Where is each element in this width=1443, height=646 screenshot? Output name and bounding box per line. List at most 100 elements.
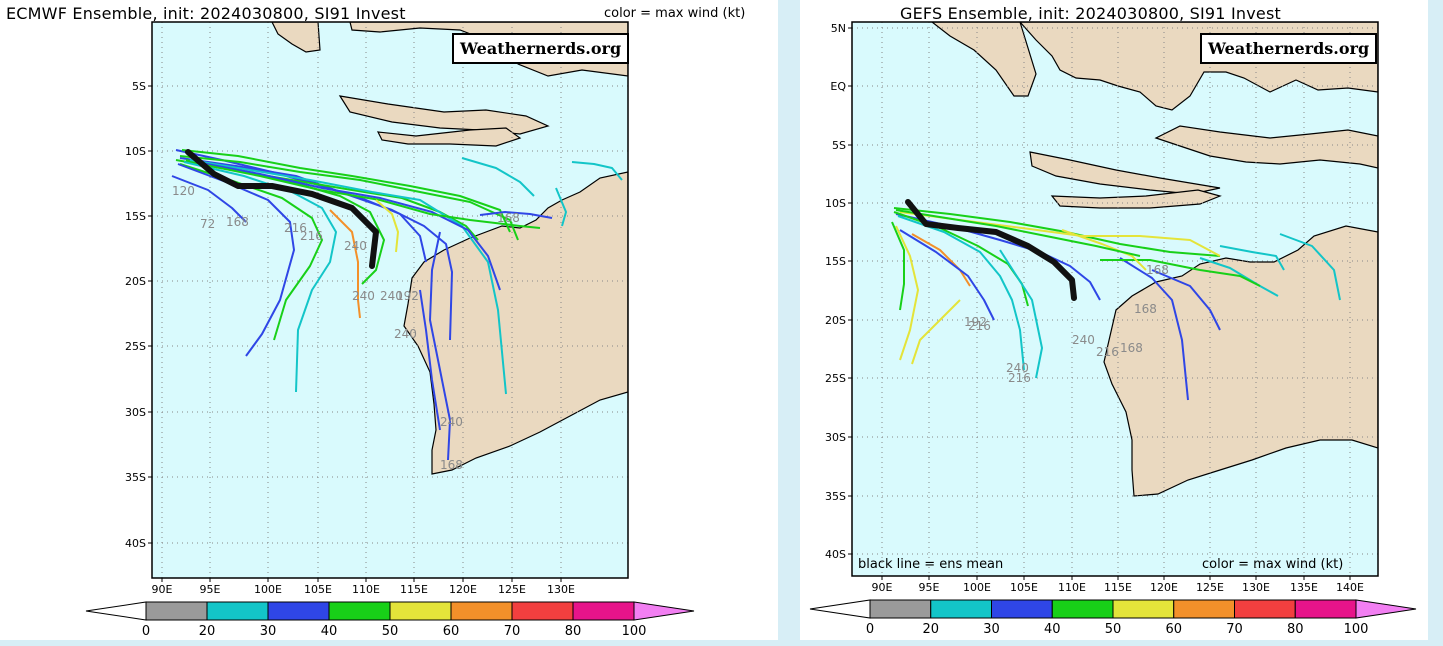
colorbar-bin xyxy=(930,599,992,619)
colorbar-label: 30 xyxy=(260,624,277,639)
ensemble-track xyxy=(999,249,1043,379)
map-frame xyxy=(851,21,1379,577)
gefs-mean-note: black line = ens mean xyxy=(858,557,1004,572)
ensemble-track xyxy=(1119,257,1189,401)
lat-label: 20S xyxy=(825,314,846,327)
colorbar: 0 20 30 40 50 60 70 80 100 xyxy=(85,601,695,639)
ecmwf-watermark: Weathernerds.org xyxy=(452,33,630,64)
lon-label: 130E xyxy=(1242,581,1270,594)
land-polygon xyxy=(1103,225,1378,497)
forecast-hour-label: 216 xyxy=(968,319,991,333)
ecmwf-panel: ECMWF Ensemble, init: 2024030800, SI91 I… xyxy=(0,0,778,640)
colorbar-bin xyxy=(572,601,635,621)
colorbar-label: 0 xyxy=(866,622,874,637)
ensemble-track xyxy=(183,161,337,393)
ensemble-track xyxy=(897,215,1025,371)
lon-label: 100E xyxy=(963,581,991,594)
lon-label: 105E xyxy=(1010,581,1038,594)
lon-label: 90E xyxy=(872,581,893,594)
ensemble-track xyxy=(571,161,623,181)
colorbar-bin xyxy=(1173,599,1235,619)
lat-label: 5S xyxy=(132,80,146,93)
gefs-title: GEFS Ensemble, init: 2024030800, SI91 In… xyxy=(900,4,1281,23)
ensemble-track xyxy=(1219,245,1285,271)
ecmwf-color-note: color = max wind (kt) xyxy=(604,6,746,21)
forecast-hour-label: 168 xyxy=(440,458,463,472)
lat-label: 30S xyxy=(125,406,146,419)
colorbar-bin xyxy=(206,601,269,621)
forecast-hour-label: 168 xyxy=(1146,263,1169,277)
colorbar-bin xyxy=(328,601,391,621)
lat-label: 5S xyxy=(832,139,846,152)
ensemble-track xyxy=(189,159,507,395)
ensemble-track xyxy=(555,187,567,227)
forecast-hour-label: 168 xyxy=(226,215,249,229)
colorbar-bin xyxy=(991,599,1053,619)
colorbar-bin xyxy=(389,601,452,621)
forecast-hour-label: 168 xyxy=(1134,302,1157,316)
lat-label: 30S xyxy=(825,431,846,444)
colorbar-bin xyxy=(511,601,574,621)
ensemble-track xyxy=(329,209,361,319)
lon-label: 100E xyxy=(254,583,282,596)
land-polygon xyxy=(403,171,628,475)
lon-label: 90E xyxy=(152,583,173,596)
lon-label: 130E xyxy=(547,583,575,596)
colorbar-label: 80 xyxy=(1287,622,1304,637)
lon-label: 120E xyxy=(1150,581,1178,594)
forecast-hour-label: 240 xyxy=(344,239,367,253)
ensemble-track xyxy=(419,289,441,431)
ensemble-track xyxy=(911,299,961,365)
lat-label: 20S xyxy=(125,275,146,288)
colorbar-label: 30 xyxy=(983,622,1000,637)
ensemble-track xyxy=(899,229,995,321)
lon-label: 140E xyxy=(1336,581,1364,594)
lon-label: 125E xyxy=(1196,581,1224,594)
colorbar-label: 40 xyxy=(1044,622,1061,637)
forecast-hour-label: 240 xyxy=(380,289,403,303)
ensemble-mean-track xyxy=(185,149,379,269)
lon-label: 115E xyxy=(400,583,428,596)
ensemble-track xyxy=(1279,233,1341,301)
colorbar-high-end xyxy=(1355,599,1417,619)
gefs-color-note: color = max wind (kt) xyxy=(1202,557,1344,572)
forecast-hour-label: 216 xyxy=(1008,371,1031,385)
ensemble-track xyxy=(375,199,399,253)
lat-label: 10S xyxy=(825,197,846,210)
forecast-hour-label: 240 xyxy=(352,289,375,303)
lat-label: EQ xyxy=(830,80,846,93)
ensemble-track xyxy=(171,175,247,223)
forecast-hour-label: 72 xyxy=(200,217,215,231)
land-polygon xyxy=(376,127,522,147)
land-polygon xyxy=(1029,151,1221,195)
map-frame xyxy=(151,21,629,579)
ensemble-track xyxy=(479,211,553,219)
forecast-hour-label: 120 xyxy=(172,184,195,198)
lon-label: 110E xyxy=(352,583,380,596)
lat-label: 40S xyxy=(825,548,846,561)
forecast-hour-label: 240 xyxy=(1006,361,1029,375)
ensemble-track xyxy=(199,163,541,229)
lat-label: 25S xyxy=(825,372,846,385)
lat-label: 5N xyxy=(831,22,846,35)
lon-label: 110E xyxy=(1058,581,1086,594)
forecast-hour-label: 168 xyxy=(1120,341,1143,355)
colorbar-low-end xyxy=(85,601,147,621)
land-polygon xyxy=(338,95,550,135)
lon-label: 120E xyxy=(449,583,477,596)
colorbar-bin xyxy=(1294,599,1357,619)
ecmwf-title: ECMWF Ensemble, init: 2024030800, SI91 I… xyxy=(6,4,406,23)
forecast-hour-label: 240 xyxy=(1072,333,1095,347)
colorbar-label: 100 xyxy=(1344,622,1369,637)
ensemble-track xyxy=(179,157,453,341)
land-polygon xyxy=(271,22,321,53)
colorbar-label: 20 xyxy=(922,622,939,637)
colorbar-label: 60 xyxy=(1165,622,1182,637)
lat-label: 10S xyxy=(125,145,146,158)
colorbar-label: 50 xyxy=(382,624,399,639)
lat-label: 35S xyxy=(825,490,846,503)
lat-label: 15S xyxy=(125,210,146,223)
forecast-hour-label: 168 xyxy=(497,211,520,225)
ensemble-tracks xyxy=(171,149,623,461)
